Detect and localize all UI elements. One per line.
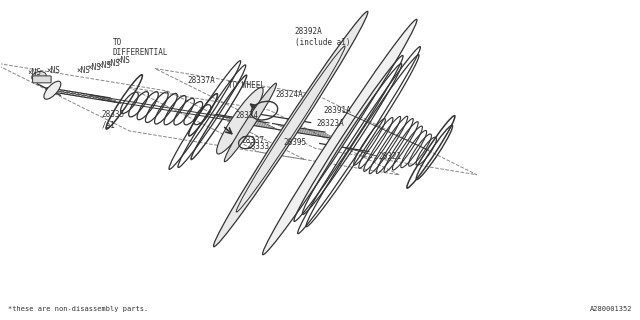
Text: 28337A: 28337A [188,76,216,85]
Text: 28395: 28395 [283,138,306,147]
Text: ×NS: ×NS [106,59,120,68]
Text: A280001352: A280001352 [589,306,632,312]
Text: 28324A: 28324A [275,90,303,99]
Ellipse shape [44,81,61,99]
Text: 28391A: 28391A [323,106,351,115]
Ellipse shape [214,12,368,247]
Text: *these are non-disassembly parts.: *these are non-disassembly parts. [8,306,148,312]
Ellipse shape [225,83,276,162]
FancyBboxPatch shape [33,76,51,83]
Text: 28323A: 28323A [316,119,344,128]
Ellipse shape [216,88,263,154]
Text: 28392A
(include a1): 28392A (include a1) [294,27,350,47]
Text: TO WHEEL: TO WHEEL [228,81,265,90]
Text: 28321: 28321 [378,151,401,161]
Text: 28337: 28337 [241,136,264,145]
Text: TO
DIFFERENTIAL: TO DIFFERENTIAL [113,38,168,57]
Ellipse shape [262,20,417,255]
Text: ×NS: ×NS [116,56,130,65]
Text: 28333: 28333 [246,142,269,151]
Text: 28335
/a1: 28335 /a1 [102,110,125,129]
Text: ×NS: ×NS [77,66,90,75]
Text: ×NS: ×NS [28,68,42,76]
Text: ×NS: ×NS [97,61,111,70]
Text: ×NS: ×NS [88,63,101,72]
Text: ×NS: ×NS [46,66,60,75]
Ellipse shape [32,72,46,82]
Text: 28324: 28324 [236,111,259,120]
